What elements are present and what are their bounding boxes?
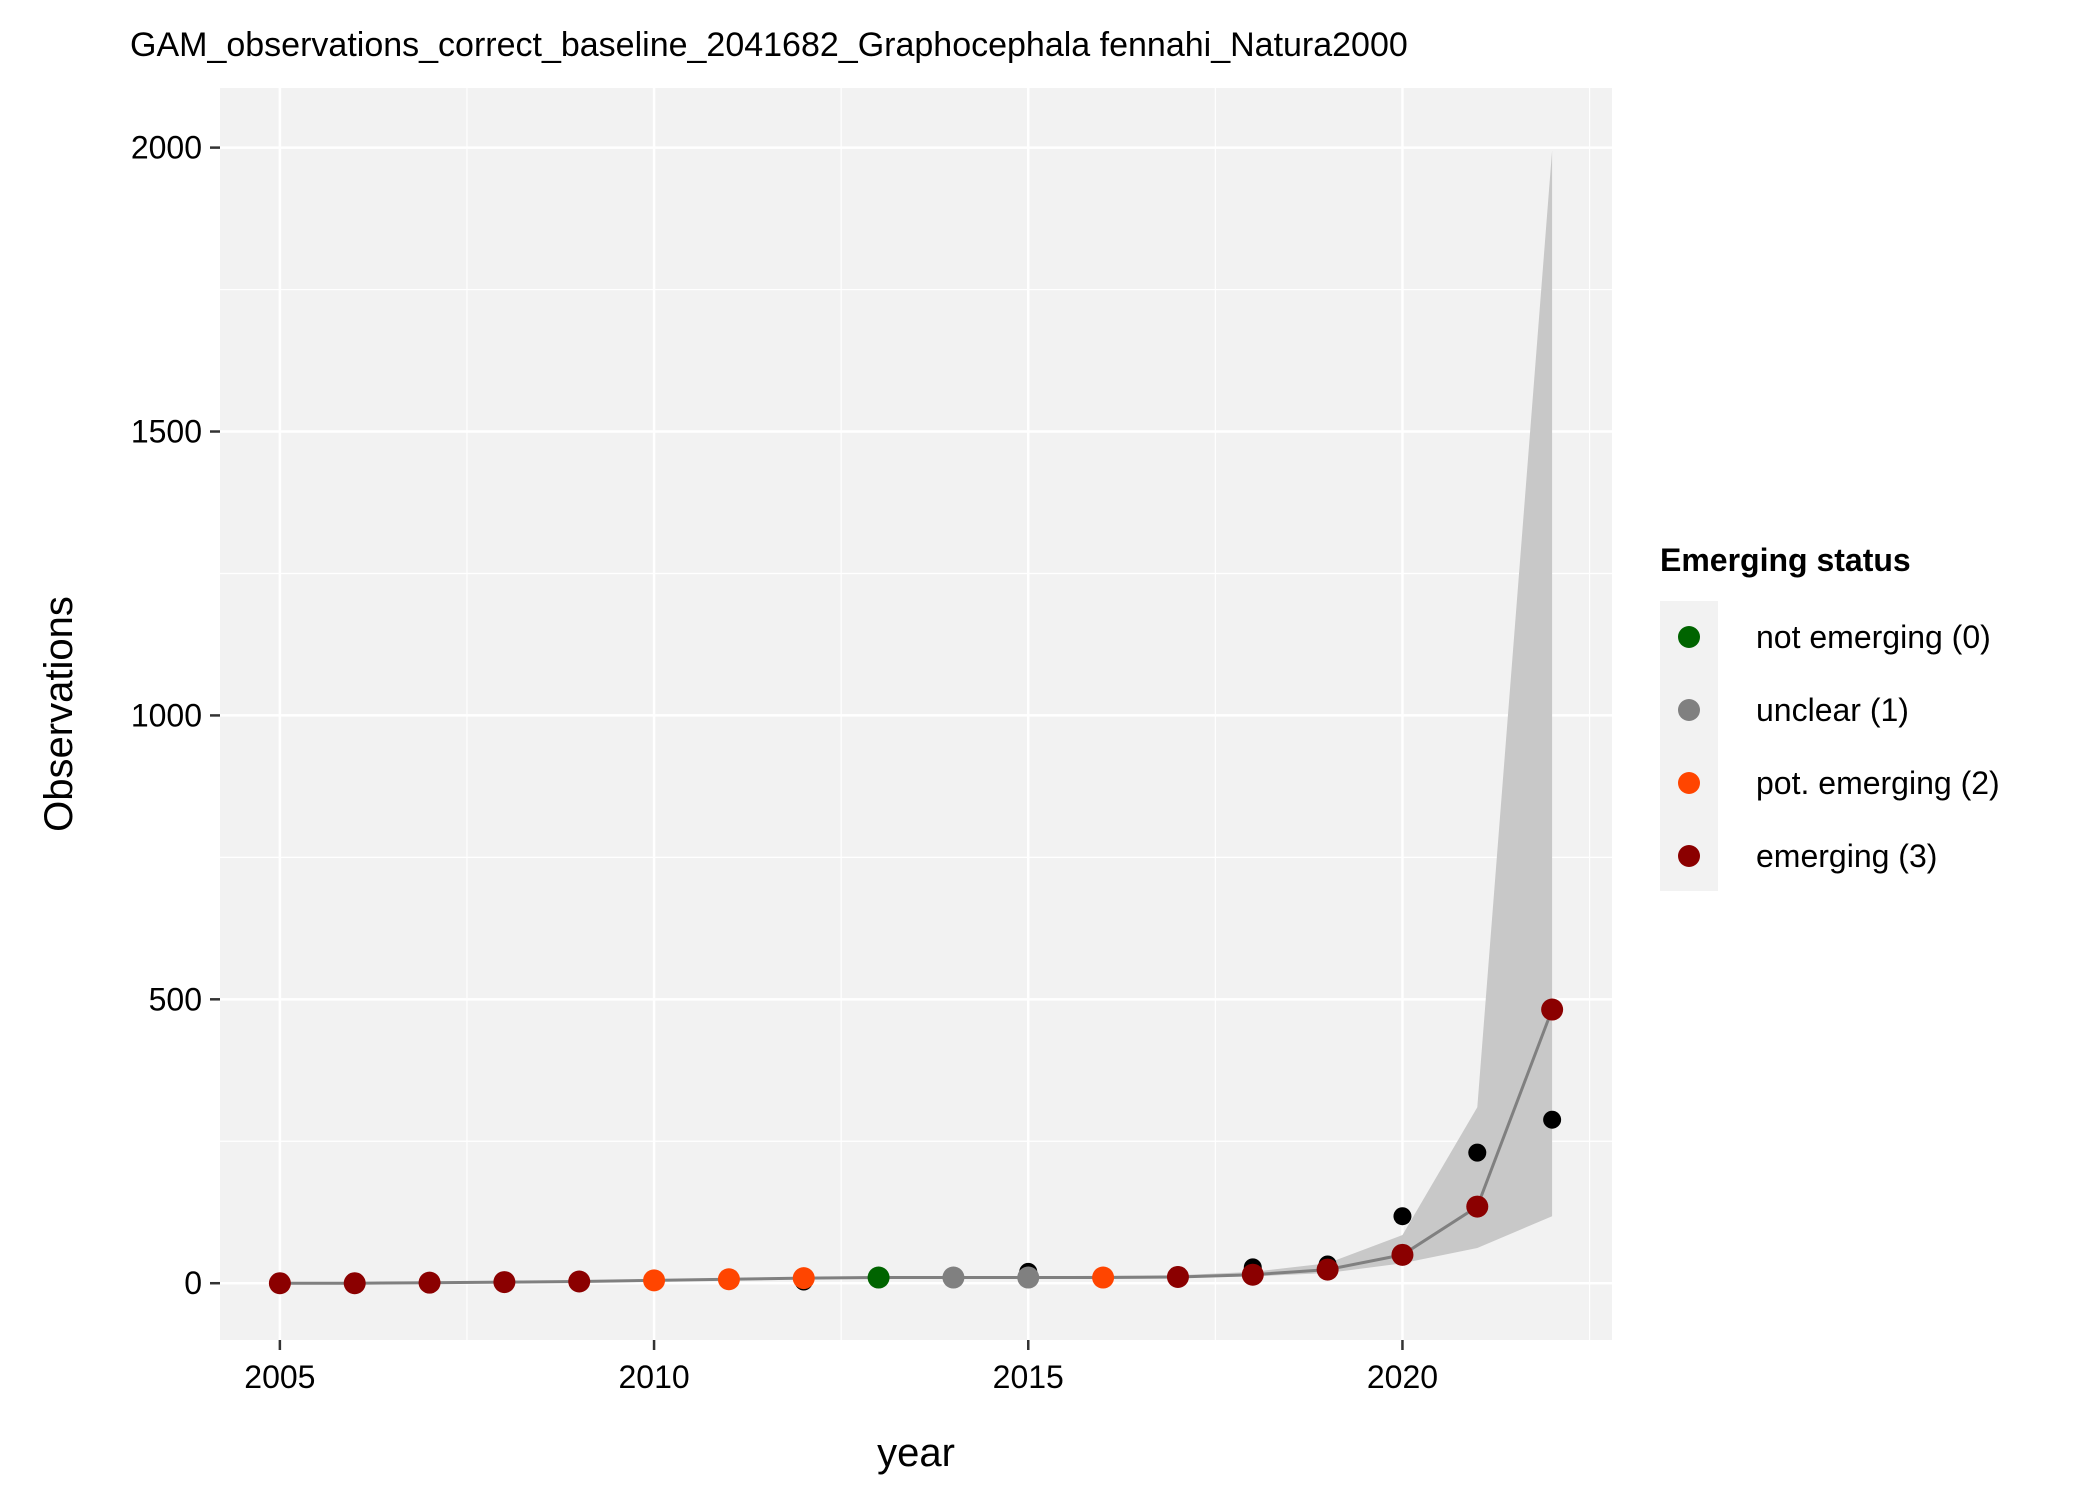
x-tick-label: 2015 <box>993 1359 1064 1395</box>
fit-point <box>1466 1195 1489 1218</box>
y-tick-label: 1500 <box>131 414 202 450</box>
chart-title: GAM_observations_correct_baseline_204168… <box>130 26 1408 64</box>
legend-key <box>1678 772 1700 794</box>
fit-point <box>717 1268 740 1291</box>
legend: Emerging status not emerging (0) unclear … <box>1660 542 2000 891</box>
fit-point <box>343 1272 366 1295</box>
fit-point <box>1166 1265 1189 1288</box>
legend-key-background <box>1660 601 1718 891</box>
fit-point <box>1017 1266 1040 1289</box>
observed-point <box>1468 1143 1487 1162</box>
x-axis-label: year <box>877 1431 955 1475</box>
y-tick-label: 2000 <box>131 130 202 166</box>
legend-label: emerging (3) <box>1756 838 1937 874</box>
y-tick-label: 500 <box>149 981 202 1017</box>
legend-entries: not emerging (0) unclear (1) pot. emerging… <box>1678 619 2000 874</box>
fit-point <box>1241 1263 1264 1286</box>
fit-point <box>942 1266 965 1289</box>
grid-minor <box>220 88 1612 1340</box>
fit-points-layer <box>268 998 1564 1295</box>
x-tick-label: 2005 <box>244 1359 315 1395</box>
observed-point <box>1393 1207 1412 1226</box>
observed-point <box>1543 1110 1562 1129</box>
fit-point <box>268 1272 291 1295</box>
y-axis-label: Observations <box>37 596 81 832</box>
fit-point <box>643 1269 666 1292</box>
y-tick-label: 0 <box>184 1265 202 1301</box>
legend-label: not emerging (0) <box>1756 619 1991 655</box>
legend-label: pot. emerging (2) <box>1756 765 2000 801</box>
fit-point <box>792 1267 815 1290</box>
legend-key <box>1678 699 1700 721</box>
fit-point <box>568 1270 591 1293</box>
y-axis: 0 500 1000 1500 2000 <box>131 130 220 1301</box>
fit-point <box>1316 1258 1339 1281</box>
fit-point <box>418 1271 441 1294</box>
y-tick-label: 1000 <box>131 697 202 733</box>
legend-key <box>1678 845 1700 867</box>
x-tick-label: 2010 <box>618 1359 689 1395</box>
fit-point <box>1391 1243 1414 1266</box>
fit-line <box>279 1008 1554 1285</box>
fit-point <box>493 1271 516 1294</box>
plot-panel <box>220 88 1612 1340</box>
legend-key <box>1678 626 1700 648</box>
fit-point <box>1092 1266 1115 1289</box>
fit-line-layer <box>279 1008 1554 1285</box>
legend-label: unclear (1) <box>1756 692 1909 728</box>
x-axis: 2005 2010 2015 2020 <box>244 1340 1438 1395</box>
fit-point <box>1541 998 1564 1021</box>
legend-title: Emerging status <box>1660 542 1911 578</box>
x-tick-label: 2020 <box>1367 1359 1438 1395</box>
grid-major <box>220 88 1612 1340</box>
fit-point <box>867 1266 890 1289</box>
